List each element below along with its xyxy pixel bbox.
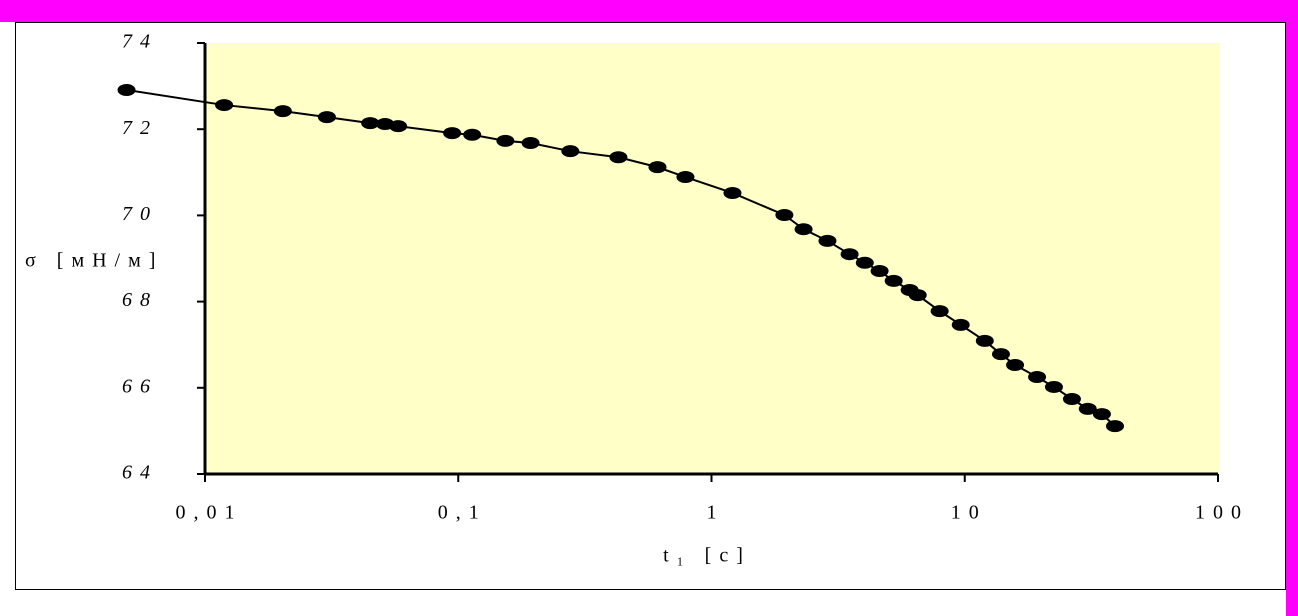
- marker: [609, 151, 628, 164]
- x-tick-label: 0,1: [438, 502, 487, 524]
- marker: [840, 248, 859, 261]
- x-tick-label: 0,01: [176, 502, 243, 524]
- marker: [496, 134, 515, 147]
- marker: [870, 264, 889, 277]
- marker: [1044, 380, 1063, 393]
- marker: [818, 234, 837, 247]
- y-axis-label: σ [мН/м]: [25, 250, 163, 272]
- marker: [930, 305, 949, 318]
- y-tick-label: 74: [122, 31, 158, 53]
- x-tick-label: 100: [1195, 502, 1249, 524]
- marker: [676, 171, 695, 184]
- marker: [884, 274, 903, 287]
- y-tick-label: 64: [122, 462, 158, 484]
- marker: [361, 117, 380, 130]
- marker: [1062, 393, 1081, 406]
- marker: [443, 127, 462, 140]
- marker: [648, 161, 667, 174]
- marker: [1092, 408, 1111, 421]
- marker: [723, 186, 742, 199]
- y-tick-label: 68: [122, 289, 158, 311]
- marker: [521, 136, 540, 149]
- x-tick-label: 1: [707, 502, 725, 524]
- marker: [389, 120, 408, 133]
- marker: [1006, 358, 1025, 371]
- marker: [1078, 402, 1097, 415]
- marker: [908, 289, 927, 302]
- marker: [117, 83, 136, 96]
- chart-border: [15, 22, 1286, 590]
- marker: [273, 105, 292, 118]
- marker: [463, 128, 482, 141]
- marker: [1028, 371, 1047, 384]
- y-tick-label: 70: [122, 203, 158, 225]
- marker: [561, 145, 580, 158]
- x-tick-label: 10: [951, 502, 987, 524]
- x-axis-label: t₁ [с]: [663, 545, 751, 567]
- marker: [951, 318, 970, 331]
- plot-background: [205, 43, 1220, 474]
- marker: [975, 334, 994, 347]
- marker: [855, 256, 874, 269]
- marker: [1105, 420, 1124, 433]
- marker: [794, 223, 813, 236]
- y-tick-label: 72: [122, 117, 158, 139]
- marker: [775, 208, 794, 221]
- y-tick-label: 66: [122, 375, 158, 397]
- marker: [317, 111, 336, 124]
- marker: [215, 99, 234, 112]
- marker: [991, 348, 1010, 361]
